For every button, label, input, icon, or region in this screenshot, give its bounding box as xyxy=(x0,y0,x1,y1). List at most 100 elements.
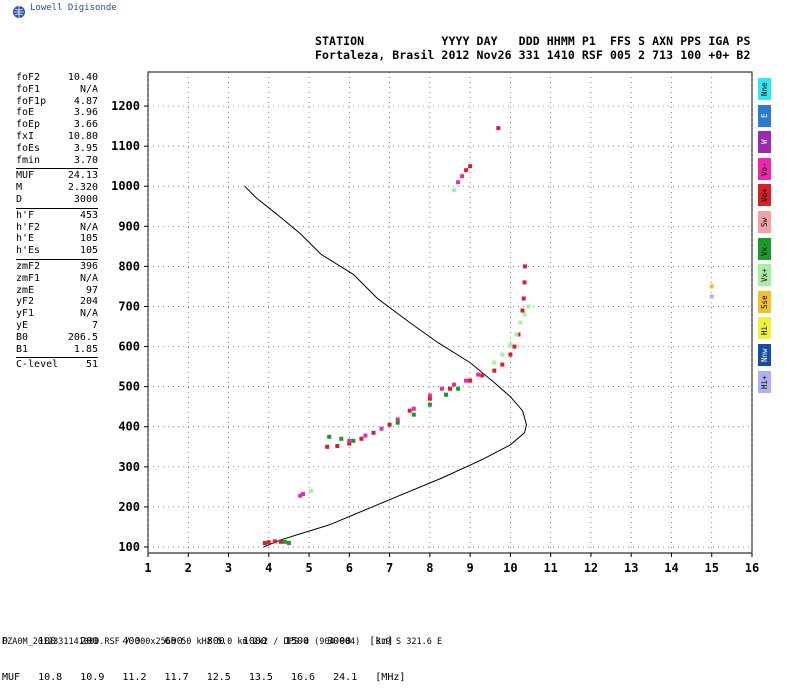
param-name: foF2 xyxy=(16,72,41,83)
data-point-vo- xyxy=(407,408,412,413)
electron-density-profile-line xyxy=(244,185,528,548)
param-name: foEs xyxy=(16,142,41,154)
parameter-panel: foF2 10.40 foF1 N/A foF1p 4.87 foE 3.96 foEp 3.66… xyxy=(16,72,98,371)
x-tick-label: 13 xyxy=(624,561,638,575)
param-value: N/A xyxy=(79,272,98,284)
data-point-vx- xyxy=(492,360,497,365)
plot-frame xyxy=(147,71,753,554)
param-name: C-level xyxy=(16,359,59,371)
data-point-vx- xyxy=(452,188,456,193)
legend-label: Nnw xyxy=(760,348,769,362)
param-name: yE xyxy=(16,319,29,331)
muf-table-distance-row: D 100 200 400 600 800 1000 1500 3000 [km… xyxy=(2,636,394,647)
data-point-vo- xyxy=(262,541,267,545)
data-point-vx- xyxy=(500,352,505,357)
data-point-vo- xyxy=(359,436,364,441)
ionogram-chart: 1 2 3 4 5 6 7 8 9 10 11 12 13 14 15 1610020030040050060… xyxy=(111,71,759,575)
brand-name: Lowell Digisonde xyxy=(30,3,117,13)
y-tick-label: 1000 xyxy=(111,179,140,193)
x-tick-label: 15 xyxy=(705,561,719,575)
data-point-vx- xyxy=(526,304,531,309)
param-value: 3.96 xyxy=(73,107,98,119)
x-tick-label: 8 xyxy=(426,561,433,575)
param-name: B1 xyxy=(16,343,29,355)
param-name: zmE xyxy=(16,284,35,296)
data-point-vo- xyxy=(301,492,305,497)
legend-item-hi-: Hi+ xyxy=(758,370,771,393)
param-row: MUF 24.13 xyxy=(16,170,98,182)
data-point-vo- xyxy=(522,264,527,269)
data-point-vo- xyxy=(496,126,501,131)
data-point-vx- xyxy=(522,312,527,317)
y-tick-label: 400 xyxy=(118,420,140,434)
data-point-vo- xyxy=(464,378,469,383)
param-value: 105 xyxy=(79,245,98,257)
data-point-vo- xyxy=(379,426,384,431)
x-tick-label: 2 xyxy=(185,561,192,575)
data-point-vo- xyxy=(387,422,392,427)
legend-label: Vo+ xyxy=(760,188,769,203)
x-tick-label: 6 xyxy=(346,561,353,575)
muf-table-muf-row: MUF 10.8 10.9 11.2 11.7 12.5 13.5 16.6 2… xyxy=(2,672,406,683)
param-row: h'F 453 xyxy=(16,210,98,222)
param-row: h'E 105 xyxy=(16,233,98,245)
y-tick-label: 1200 xyxy=(111,99,140,113)
x-tick-label: 10 xyxy=(503,561,517,575)
brand-logo: Lowell Digisonde xyxy=(6,2,166,26)
x-tick-label: 12 xyxy=(584,561,598,575)
data-point-vo- xyxy=(464,168,469,173)
param-row: yF2 204 xyxy=(16,296,98,308)
param-name: B0 xyxy=(16,331,29,343)
param-row: C-level 51 xyxy=(16,359,98,371)
x-tick-label: 14 xyxy=(664,561,678,575)
param-value: 3000 xyxy=(73,193,98,205)
x-tick-label: 7 xyxy=(386,561,393,575)
data-point-vx- xyxy=(456,386,461,391)
param-name: zmF1 xyxy=(16,272,41,284)
data-point-vo- xyxy=(492,368,497,373)
legend-label: Vx- xyxy=(760,241,769,256)
data-point-vx- xyxy=(427,402,432,407)
param-row: fmin 3.70 xyxy=(16,155,98,167)
data-point-vo- xyxy=(347,441,352,446)
param-value: 24.13 xyxy=(67,170,98,182)
data-point-vo- xyxy=(395,417,400,422)
data-point-vo- xyxy=(411,406,416,411)
data-point-vx- xyxy=(444,392,448,397)
legend-label: Vo- xyxy=(760,162,769,176)
data-point-vx- xyxy=(351,438,356,443)
param-name: foF1 xyxy=(16,83,41,95)
param-value: 2.320 xyxy=(67,182,98,194)
param-row: foF2 10.40 xyxy=(16,72,98,84)
data-point-vo- xyxy=(272,539,277,544)
data-point-vo- xyxy=(522,280,527,285)
param-row: D 3000 xyxy=(16,194,98,206)
legend-item-nne: Nne xyxy=(758,78,771,100)
legend-label: E xyxy=(760,113,769,118)
legend-item-vo-: Vo- xyxy=(758,157,771,180)
legend-label: Vx+ xyxy=(760,268,769,282)
data-point-vo- xyxy=(460,174,465,179)
param-name: foEp xyxy=(16,119,41,131)
legend-item-sw: Sw xyxy=(758,210,771,233)
legend-item-e: E xyxy=(758,104,771,127)
param-name: fmin xyxy=(16,154,41,166)
data-point-vx- xyxy=(518,320,523,325)
legend-item-sse: Sse xyxy=(758,290,771,313)
param-value: 396 xyxy=(79,260,98,272)
param-name: fxI xyxy=(16,130,35,142)
station-header-values: Fortaleza, Brasil 2012 Nov26 331 1410 RS… xyxy=(315,48,751,62)
param-name: yF2 xyxy=(16,296,35,308)
param-row: B1 1.85 xyxy=(16,344,98,356)
data-point-vo- xyxy=(371,430,376,435)
legend-item-vx-: Vx- xyxy=(758,237,771,260)
legend-label: Sse xyxy=(760,294,769,309)
param-name: h'F xyxy=(16,209,35,221)
param-value: 1.85 xyxy=(73,343,98,355)
data-point-vo- xyxy=(500,362,505,367)
param-value: 3.70 xyxy=(73,154,98,166)
param-row: foF1p 4.87 xyxy=(16,96,98,108)
data-point-vo- xyxy=(325,444,330,449)
param-value: 10.40 xyxy=(67,72,98,83)
data-point-vo- xyxy=(521,296,526,301)
